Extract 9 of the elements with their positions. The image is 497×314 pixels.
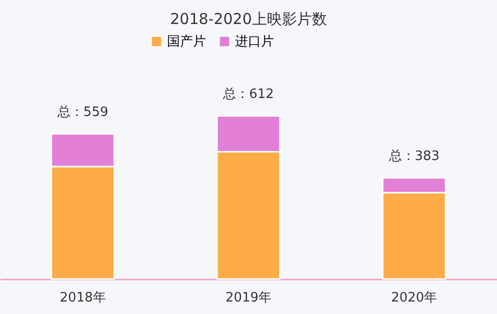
- annotation: 总：559: [56, 104, 108, 120]
- legend-label: 国产片: [167, 34, 206, 50]
- x-tick-label: 2020年: [391, 290, 438, 306]
- chart-title: 2018-2020上映影片数: [170, 10, 327, 28]
- annotation: 总：612: [222, 86, 274, 102]
- legend-label: 进口片: [235, 34, 274, 50]
- x-tick-label: 2018年: [60, 290, 106, 306]
- x-tick-label: 2019年: [225, 290, 272, 306]
- annotation: 总：383: [388, 148, 440, 164]
